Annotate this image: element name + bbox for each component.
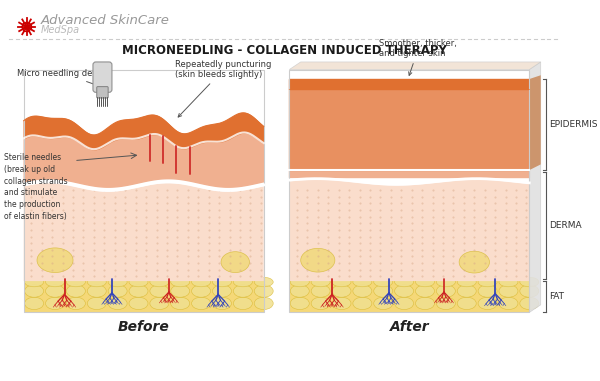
- Text: MedSpa: MedSpa: [41, 25, 80, 35]
- Ellipse shape: [221, 252, 250, 272]
- Ellipse shape: [212, 297, 232, 309]
- Ellipse shape: [478, 297, 497, 309]
- Ellipse shape: [67, 285, 85, 297]
- Ellipse shape: [353, 297, 372, 309]
- Ellipse shape: [290, 285, 309, 297]
- Ellipse shape: [311, 285, 330, 297]
- Ellipse shape: [457, 277, 476, 287]
- Ellipse shape: [290, 297, 309, 309]
- Text: MICRONEEDLING - COLLAGEN INDUCED THERAPY: MICRONEEDLING - COLLAGEN INDUCED THERAPY: [122, 44, 447, 57]
- Ellipse shape: [129, 285, 148, 297]
- Ellipse shape: [353, 285, 372, 297]
- Ellipse shape: [415, 297, 434, 309]
- Ellipse shape: [290, 277, 309, 287]
- Ellipse shape: [171, 297, 190, 309]
- Ellipse shape: [46, 297, 65, 309]
- Ellipse shape: [46, 285, 65, 297]
- Ellipse shape: [332, 285, 351, 297]
- Ellipse shape: [108, 297, 127, 309]
- Ellipse shape: [233, 285, 253, 297]
- Text: Repeatedly puncturing
(skin bleeds slightly): Repeatedly puncturing (skin bleeds sligh…: [175, 60, 272, 117]
- Ellipse shape: [87, 285, 106, 297]
- Ellipse shape: [332, 277, 351, 287]
- Ellipse shape: [311, 277, 330, 287]
- Ellipse shape: [150, 297, 169, 309]
- Ellipse shape: [520, 277, 539, 287]
- Ellipse shape: [436, 297, 455, 309]
- Ellipse shape: [415, 285, 434, 297]
- Polygon shape: [289, 62, 541, 70]
- Ellipse shape: [191, 277, 211, 287]
- FancyBboxPatch shape: [97, 86, 108, 98]
- Ellipse shape: [254, 285, 273, 297]
- Ellipse shape: [311, 297, 330, 309]
- Text: Before: Before: [118, 320, 170, 334]
- Ellipse shape: [233, 277, 253, 287]
- Ellipse shape: [254, 277, 273, 287]
- Ellipse shape: [25, 297, 44, 309]
- Polygon shape: [24, 182, 264, 281]
- Polygon shape: [529, 62, 541, 312]
- Ellipse shape: [415, 277, 434, 287]
- FancyBboxPatch shape: [93, 62, 112, 92]
- Text: DERMA: DERMA: [549, 221, 582, 230]
- Text: Sterile needles
(break up old
collagen strands
and stimulate
the production
of e: Sterile needles (break up old collagen s…: [4, 153, 67, 221]
- Ellipse shape: [191, 285, 211, 297]
- Bar: [289, 70, 529, 312]
- Ellipse shape: [478, 285, 497, 297]
- Bar: [289, 281, 529, 312]
- Text: Smoother, thicker,
and tighter skin: Smoother, thicker, and tighter skin: [379, 39, 457, 75]
- Ellipse shape: [108, 277, 127, 287]
- Ellipse shape: [254, 297, 273, 309]
- Ellipse shape: [46, 277, 65, 287]
- Ellipse shape: [499, 285, 518, 297]
- Ellipse shape: [478, 277, 497, 287]
- Ellipse shape: [374, 277, 393, 287]
- Ellipse shape: [457, 285, 476, 297]
- Ellipse shape: [150, 285, 169, 297]
- Ellipse shape: [332, 297, 351, 309]
- Ellipse shape: [212, 277, 232, 287]
- Ellipse shape: [395, 277, 413, 287]
- Text: EPIDERMIS: EPIDERMIS: [549, 120, 598, 129]
- Ellipse shape: [459, 251, 490, 273]
- Polygon shape: [289, 179, 529, 281]
- Ellipse shape: [374, 297, 393, 309]
- Ellipse shape: [150, 277, 169, 287]
- Ellipse shape: [25, 277, 44, 287]
- Ellipse shape: [353, 277, 372, 287]
- Ellipse shape: [191, 297, 211, 309]
- Ellipse shape: [171, 285, 190, 297]
- Ellipse shape: [301, 248, 335, 272]
- Ellipse shape: [457, 297, 476, 309]
- Ellipse shape: [499, 277, 518, 287]
- Ellipse shape: [67, 277, 85, 287]
- Ellipse shape: [87, 277, 106, 287]
- Text: After: After: [389, 320, 429, 334]
- Ellipse shape: [436, 277, 455, 287]
- Ellipse shape: [233, 297, 253, 309]
- Ellipse shape: [25, 285, 44, 297]
- Polygon shape: [529, 75, 541, 170]
- Ellipse shape: [108, 285, 127, 297]
- Ellipse shape: [87, 297, 106, 309]
- Text: Micro needling device: Micro needling device: [17, 69, 110, 88]
- Ellipse shape: [436, 285, 455, 297]
- Ellipse shape: [37, 248, 73, 272]
- Ellipse shape: [395, 285, 413, 297]
- Ellipse shape: [171, 277, 190, 287]
- Ellipse shape: [520, 285, 539, 297]
- Ellipse shape: [129, 297, 148, 309]
- Text: Advanced SkinCare: Advanced SkinCare: [41, 14, 170, 27]
- Bar: [24, 70, 264, 312]
- Ellipse shape: [395, 297, 413, 309]
- Ellipse shape: [212, 285, 232, 297]
- Text: FAT: FAT: [549, 292, 564, 301]
- Ellipse shape: [499, 297, 518, 309]
- Ellipse shape: [520, 297, 539, 309]
- Ellipse shape: [67, 297, 85, 309]
- Ellipse shape: [374, 285, 393, 297]
- Bar: [24, 281, 264, 312]
- Ellipse shape: [129, 277, 148, 287]
